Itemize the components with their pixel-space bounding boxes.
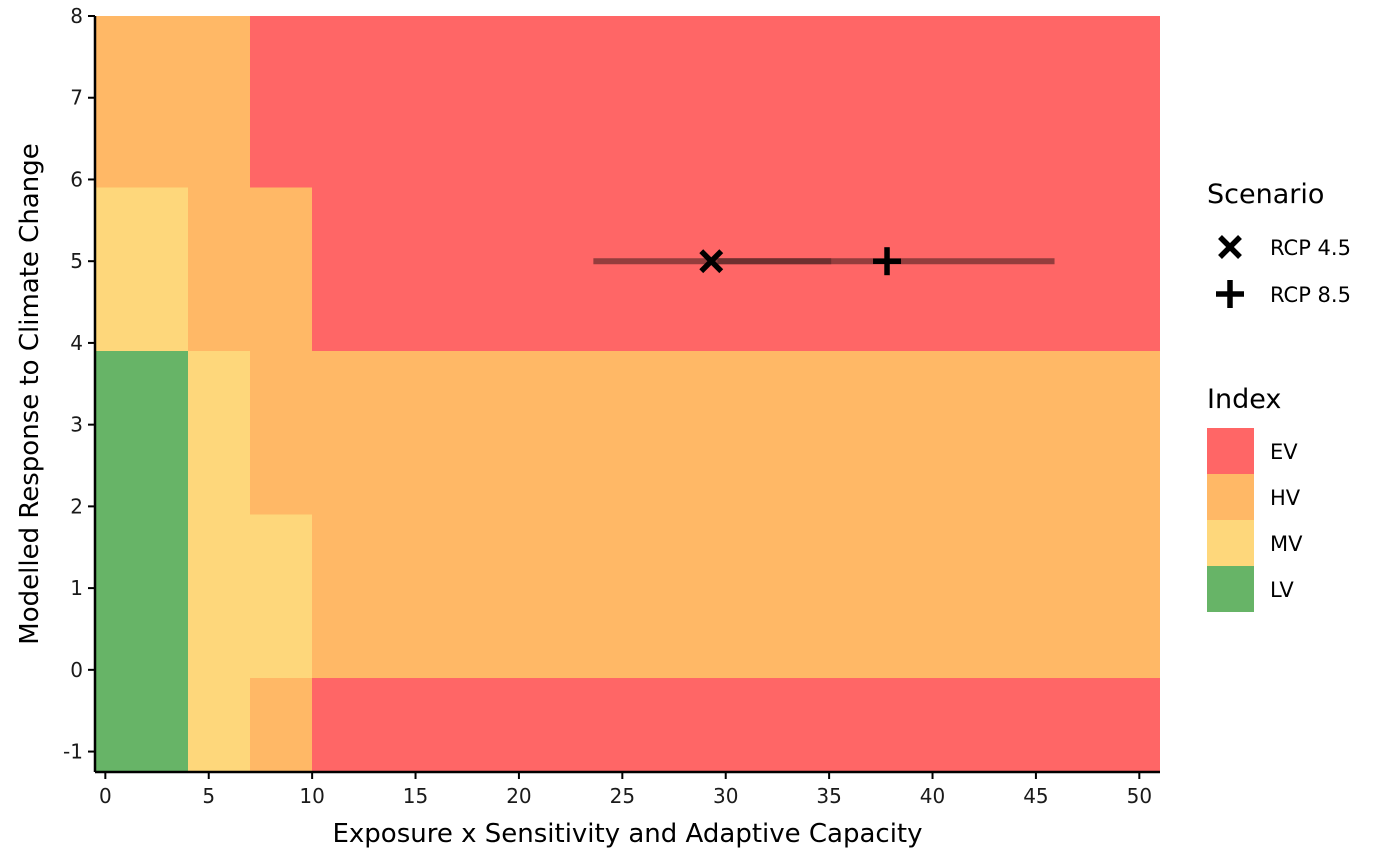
region-lv-0 <box>95 351 189 772</box>
x-tick-label-4: 20 <box>506 784 531 808</box>
region-ev-11 <box>312 16 1160 352</box>
region-mv-1 <box>95 187 189 352</box>
legend-swatch-mv <box>1207 520 1254 566</box>
y-tick-label-3: 2 <box>70 494 83 518</box>
x-tick-label-8: 40 <box>920 784 945 808</box>
x-axis-title: Exposure x Sensitivity and Adaptive Capa… <box>332 819 922 849</box>
legend-scenario-items: RCP 4.5 RCP 8.5 <box>1216 235 1351 308</box>
y-tick-label-0: -1 <box>63 740 83 764</box>
legend-scenario-label-2: RCP 8.5 <box>1270 283 1351 307</box>
legend-index-label-ev: EV <box>1270 440 1298 464</box>
x-tick-label-7: 35 <box>816 784 841 808</box>
point-cross-1 <box>699 249 724 274</box>
heatmap-regions <box>95 16 1160 772</box>
x-axis-ticks: 0 5 10 15 20 25 30 35 40 45 50 <box>99 772 1152 808</box>
region-ev-9 <box>312 678 1160 772</box>
x-tick-label-0: 0 <box>99 784 112 808</box>
legend-index-title: Index <box>1207 384 1281 415</box>
legend-index-label-lv: LV <box>1270 578 1294 602</box>
legend-index-label-mv: MV <box>1270 532 1303 556</box>
x-tick-label-9: 45 <box>1023 784 1048 808</box>
legend-scenario-title: Scenario <box>1207 179 1324 210</box>
y-axis-title: Modelled Response to Climate Change <box>15 143 45 644</box>
legend-swatch-lv <box>1207 566 1254 612</box>
legend-cross-icon <box>1218 235 1242 259</box>
region-hv-10 <box>312 351 1160 679</box>
legend-swatch-ev <box>1207 428 1254 474</box>
region-hv-2 <box>95 16 189 188</box>
region-ev-8 <box>250 16 313 188</box>
region-hv-12 <box>188 16 251 188</box>
y-tick-label-8: 7 <box>70 86 83 110</box>
y-tick-label-5: 4 <box>70 331 83 355</box>
scenario-points <box>699 247 902 276</box>
region-mv-3 <box>188 351 251 772</box>
x-tick-label-5: 25 <box>610 784 635 808</box>
x-tick-label-10: 50 <box>1127 784 1152 808</box>
region-hv-5 <box>250 678 313 772</box>
y-tick-label-9: 8 <box>70 4 83 28</box>
legend-swatch-hv <box>1207 474 1254 520</box>
legend-plus-icon <box>1216 280 1244 308</box>
legend: Scenario RCP 4.5 RCP 8.5 Index EV HV MV LV <box>1207 179 1351 612</box>
y-axis-ticks: -1 0 1 2 3 4 5 6 7 8 <box>63 4 95 764</box>
y-tick-label-6: 5 <box>70 249 83 273</box>
region-hv-7 <box>250 187 313 515</box>
legend-scenario-label-1: RCP 4.5 <box>1270 236 1351 260</box>
y-tick-label-4: 3 <box>70 413 83 437</box>
y-tick-label-7: 6 <box>70 167 83 191</box>
x-tick-label-2: 10 <box>299 784 324 808</box>
y-tick-label-1: 0 <box>70 658 83 682</box>
x-tick-label-6: 30 <box>713 784 738 808</box>
x-tick-label-1: 5 <box>202 784 215 808</box>
point-plus-2 <box>873 247 902 276</box>
region-mv-6 <box>250 514 313 679</box>
legend-index-label-hv: HV <box>1270 486 1301 510</box>
y-tick-label-2: 1 <box>70 576 83 600</box>
x-tick-label-3: 15 <box>403 784 428 808</box>
legend-index-items: EV HV MV LV <box>1207 428 1303 612</box>
